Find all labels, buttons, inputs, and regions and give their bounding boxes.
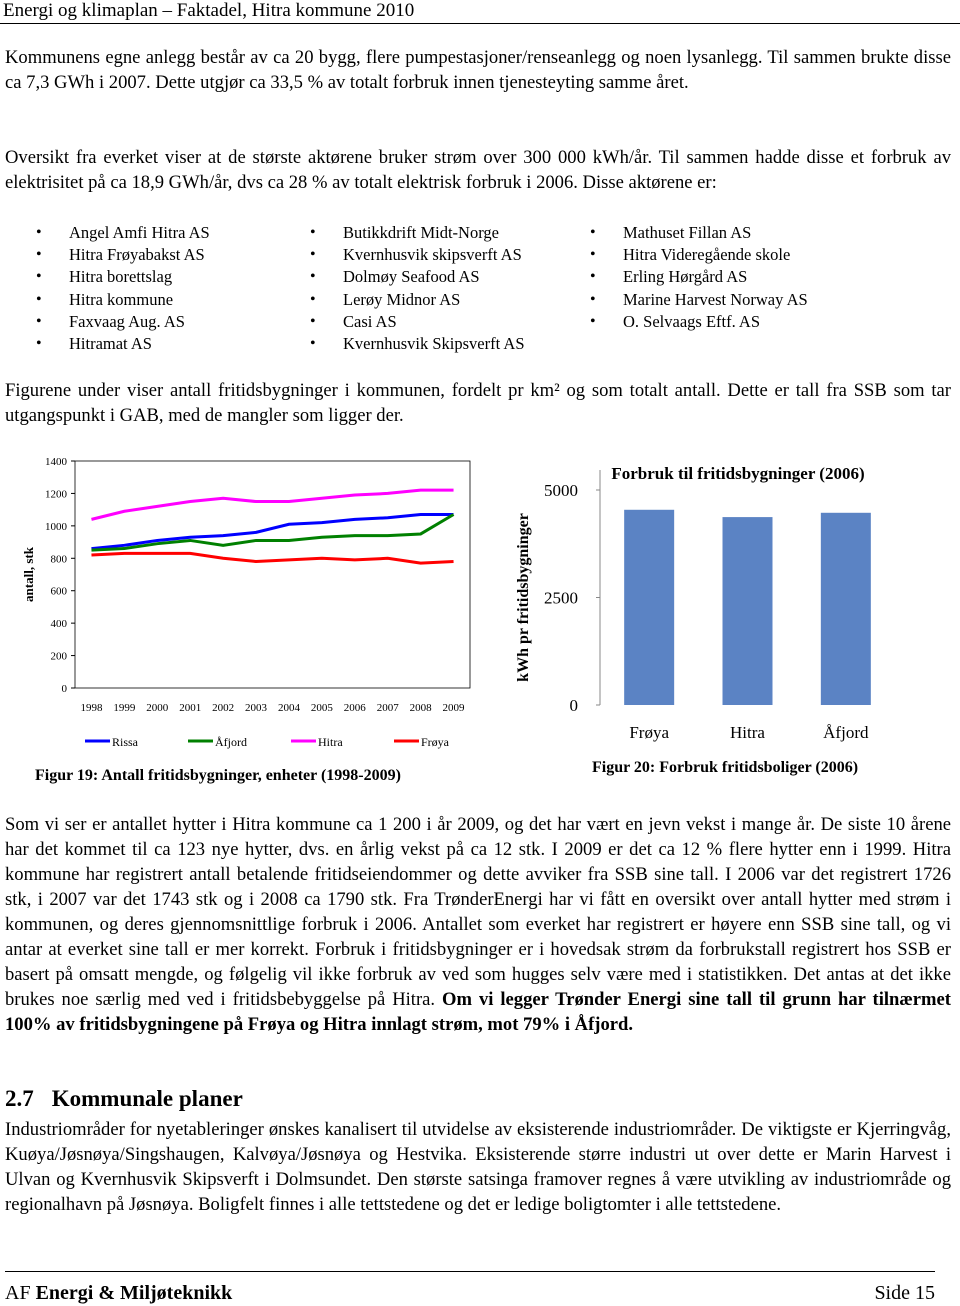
header-title: Energi og klimaplan – Faktadel, Hitra ko…: [0, 0, 960, 24]
x-tick-label: 2004: [278, 702, 301, 714]
x-tick-label: 2008: [410, 702, 433, 714]
bullet-item: Kvernhusvik Skipsverft AS: [310, 333, 613, 355]
caption: Figur 19: Antall fritidsbygninger, enhet…: [35, 767, 401, 784]
x-tick-label: 1999: [113, 702, 136, 714]
line-series: [91, 551, 454, 565]
y-tick-label: 0: [62, 683, 68, 695]
bullet-item: Mathuset Fillan AS: [590, 222, 893, 244]
bullet-item: Faxvaag Aug. AS: [36, 311, 339, 333]
y-tick-label: 1200: [45, 488, 68, 500]
legend-label: Hitra: [318, 735, 343, 749]
x-tick-label: 2000: [146, 702, 169, 714]
line-series: [91, 513, 455, 552]
line-series: [91, 488, 454, 521]
y-tick-label: 2500: [544, 589, 578, 608]
footer-prefix: AF: [5, 1282, 31, 1304]
paragraph-bold: Om vi legger Trønder Energi sine tall ti…: [5, 989, 951, 1035]
footer-name: Energi & Miljøteknikk: [35, 1282, 233, 1304]
bar: [722, 517, 773, 705]
x-tick-label: 2006: [344, 702, 367, 714]
bullet-item: Hitramat AS: [36, 333, 339, 355]
y-tick-label: 800: [51, 553, 68, 565]
bullet-item: Hitra kommune: [36, 289, 339, 311]
paragraph: Kommunens egne anlegg består av ca 20 by…: [5, 47, 951, 93]
legend-label: Frøya: [421, 735, 450, 749]
x-tick-label: Hitra: [730, 723, 765, 742]
bullet-item: Butikkdrift Midt-Norge: [310, 222, 613, 244]
legend-label: Åfjord: [215, 735, 247, 749]
legend-label: Rissa: [112, 735, 139, 749]
x-tick-label: 2001: [179, 702, 201, 714]
paragraph: Figurene under viser antall fritidsbygni…: [5, 380, 951, 426]
footer-page: Side 15: [874, 1282, 935, 1304]
x-tick-label: 2007: [377, 702, 400, 714]
bullet-item: Hitra borettslag: [36, 266, 339, 288]
paragraph-text: Som vi ser er antallet hytter i Hitra ko…: [5, 814, 951, 1010]
x-tick-label: Åfjord: [823, 723, 869, 742]
bullet-list: Butikkdrift Midt-NorgeKvernhusvik skipsv…: [310, 222, 613, 355]
x-tick-label: 2005: [311, 702, 334, 714]
paragraph: Som vi ser er antallet hytter i Hitra ko…: [5, 812, 951, 1037]
section-heading: 2.7 Kommunale planer: [5, 1086, 243, 1112]
bar: [624, 509, 675, 705]
y-tick-label: 0: [570, 696, 579, 715]
bullet-item: Lerøy Midnor AS: [310, 289, 613, 311]
bullet-item: Hitra Videregående skole: [590, 244, 893, 266]
section-number: 2.7: [5, 1086, 34, 1111]
x-tick-label: Frøya: [629, 723, 669, 742]
bullet-item: Hitra Frøyabakst AS: [36, 244, 339, 266]
footer: AF Energi & Miljøteknikk Side 15: [5, 1271, 935, 1305]
line-chart: 0 200 400 600 800 1000 1200 1400 antall, stk 1998…: [21, 456, 471, 784]
y-tick-label: 200: [51, 651, 68, 663]
bullet-item: O. Selvaags Eftf. AS: [590, 311, 893, 333]
x-tick-label: 2009: [443, 702, 466, 714]
y-tick-label: 5000: [544, 481, 578, 500]
chart-title: Forbruk til fritidsbygninger (2006): [611, 464, 864, 483]
y-tick-label: 600: [51, 586, 68, 598]
bullet-item: Marine Harvest Norway AS: [590, 289, 893, 311]
x-tick-label: 2002: [212, 702, 234, 714]
bullet-item: Casi AS: [310, 311, 613, 333]
paragraph: Industriområder for nyetableringer ønske…: [5, 1119, 951, 1215]
bullet-item: Kvernhusvik skipsverft AS: [310, 244, 613, 266]
y-tick-label: 1000: [45, 521, 68, 533]
bullet-item: Erling Hørgård AS: [590, 266, 893, 288]
line-series: [91, 513, 454, 551]
x-tick-label: 1998: [80, 702, 103, 714]
bar: [820, 512, 871, 705]
bar-chart: Forbruk til fritidsbygninger (2006) 0 2500…: [515, 464, 871, 776]
y-axis-label: kWh pr fritidsbygninger: [515, 513, 532, 682]
bullet-item: Dolmøy Seafood AS: [310, 266, 613, 288]
section-title: Kommunale planer: [51, 1086, 243, 1111]
y-tick-label: 1400: [45, 456, 68, 468]
y-tick-label: 400: [51, 618, 68, 630]
caption: Figur 20: Forbruk fritidsboliger (2006): [592, 759, 858, 776]
plot-border: [74, 460, 471, 689]
bullet-item: Angel Amfi Hitra AS: [36, 222, 339, 244]
y-axis-label: antall, stk: [21, 546, 36, 602]
bullet-list: Mathuset Fillan ASHitra Videregående sko…: [590, 222, 893, 333]
x-tick-label: 2003: [245, 702, 268, 714]
paragraph: Oversikt fra everket viser at de største…: [5, 147, 951, 193]
bullet-list: Angel Amfi Hitra ASHitra Frøyabakst ASHi…: [36, 222, 339, 355]
